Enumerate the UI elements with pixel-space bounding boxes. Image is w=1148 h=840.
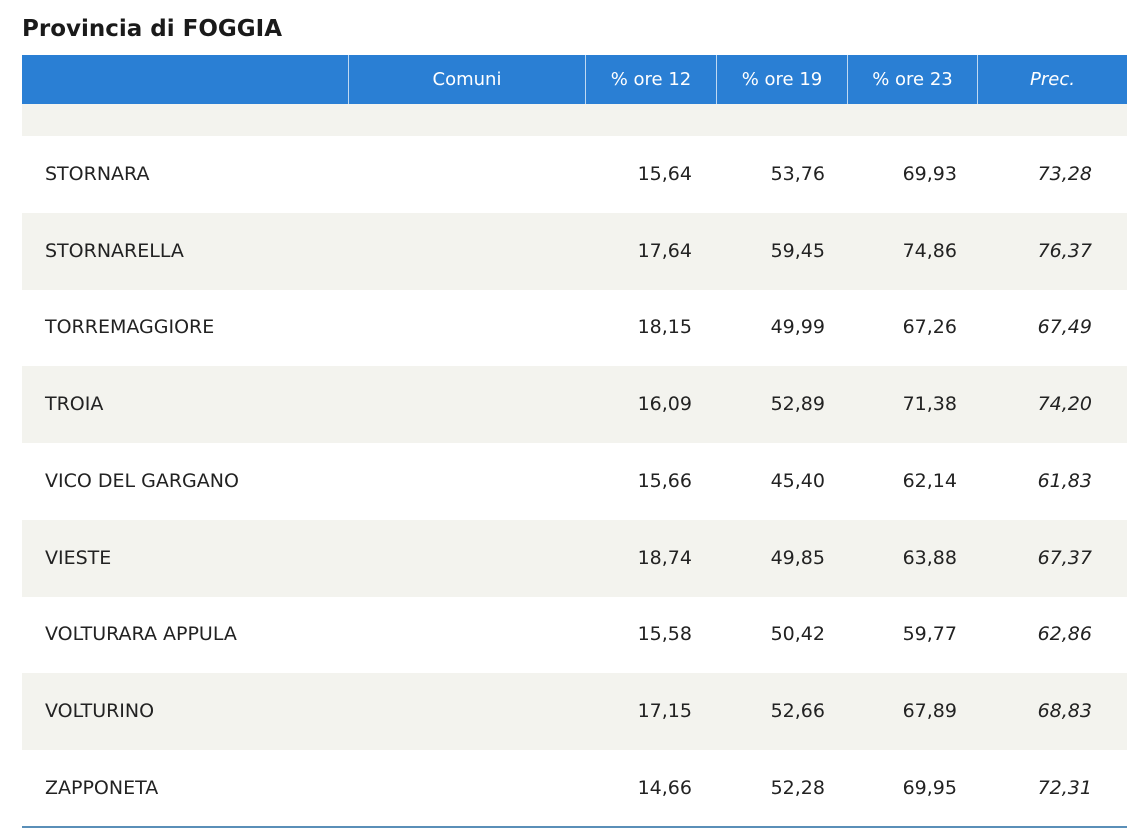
municipality: VICO DEL GARGANO	[45, 469, 239, 492]
cell-value: 67,89	[902, 699, 957, 722]
cell-value: 59,77	[902, 623, 957, 646]
cell-value: 18,74	[637, 546, 692, 569]
cell-value: 52,28	[770, 776, 825, 799]
cell-value: 72,31	[1037, 776, 1092, 799]
cell-value: 15,64	[637, 163, 692, 185]
cell-value: 63,88	[902, 546, 957, 569]
cell-value: 14,66	[637, 776, 692, 799]
cell-value: 45,40	[770, 469, 825, 492]
cell-value: 17,15	[637, 699, 692, 722]
cell-value: 69,95	[902, 776, 957, 799]
cell-value: 62,14	[902, 469, 957, 492]
cell-value: 62,86	[1037, 623, 1092, 646]
cell-value: 67,26	[902, 316, 957, 339]
municipality: VOLTURINO	[45, 699, 155, 722]
cell-value: 18,15	[637, 316, 692, 339]
column-header: % ore 12	[585, 55, 716, 104]
column-header: % ore 23	[847, 55, 977, 104]
municipality: STORNARA	[45, 163, 150, 185]
table-bottom-border	[22, 826, 1127, 828]
partial-row	[22, 104, 1127, 136]
cell-value: 50,42	[770, 623, 825, 646]
cell-value: 49,85	[770, 546, 825, 569]
cell-value: 49,99	[770, 316, 825, 339]
header-cell	[22, 55, 348, 104]
cell-value: 74,20	[1037, 393, 1092, 416]
municipality: VOLTURARA APPULA	[45, 623, 237, 646]
municipality: TORREMAGGIORE	[45, 316, 215, 339]
cell-value: 61,83	[1037, 469, 1092, 492]
table-row: VOLTURARA APPULA 15,58 50,42 59,77 62,86	[22, 596, 1127, 673]
table-row: TROIA 16,09 52,89 71,38 74,20	[22, 366, 1127, 444]
column-header: % ore 19	[716, 55, 847, 104]
table-row: VICO DEL GARGANO 15,66 45,40 62,14 61,83	[22, 443, 1127, 520]
table-row: VOLTURINO 17,15 52,66 67,89 68,83	[22, 672, 1127, 750]
title: Provincia di FOGGIA	[22, 16, 283, 42]
table-row: STORNARELLA 17,64 59,45 74,86 76,37	[22, 212, 1127, 290]
column-header: Prec.	[977, 55, 1127, 104]
table-row: STORNARA 15,64 53,76 69,93 73,28	[22, 136, 1127, 213]
municipality: STORNARELLA	[45, 239, 184, 262]
cell-value: 73,28	[1037, 163, 1092, 185]
cell-value: 15,58	[637, 623, 692, 646]
cell-value: 67,37	[1037, 546, 1092, 569]
cell-value: 15,66	[637, 469, 692, 492]
table-row: TORREMAGGIORE 18,15 49,99 67,26 67,49	[22, 289, 1127, 366]
cell-value: 68,83	[1037, 699, 1092, 722]
cell-value: 76,37	[1037, 239, 1092, 262]
table-row: VIESTE 18,74 49,85 63,88 67,37	[22, 519, 1127, 597]
municipality: TROIA	[45, 393, 104, 416]
cell-value: 67,49	[1037, 316, 1092, 339]
cell-value: 52,89	[770, 393, 825, 416]
municipality: VIESTE	[45, 546, 112, 569]
cell-value: 16,09	[637, 393, 692, 416]
cell-value: 74,86	[902, 239, 957, 262]
cell-value: 17,64	[637, 239, 692, 262]
cell-value: 69,93	[902, 163, 957, 185]
cell-value: 59,45	[770, 239, 825, 262]
cell-value: 71,38	[902, 393, 957, 416]
cell-value: 53,76	[770, 163, 825, 185]
table-row: ZAPPONETA 14,66 52,28 69,95 72,31	[22, 750, 1127, 827]
column-header: Comuni	[348, 55, 585, 104]
cell-value: 52,66	[770, 699, 825, 722]
municipality: ZAPPONETA	[45, 776, 159, 799]
